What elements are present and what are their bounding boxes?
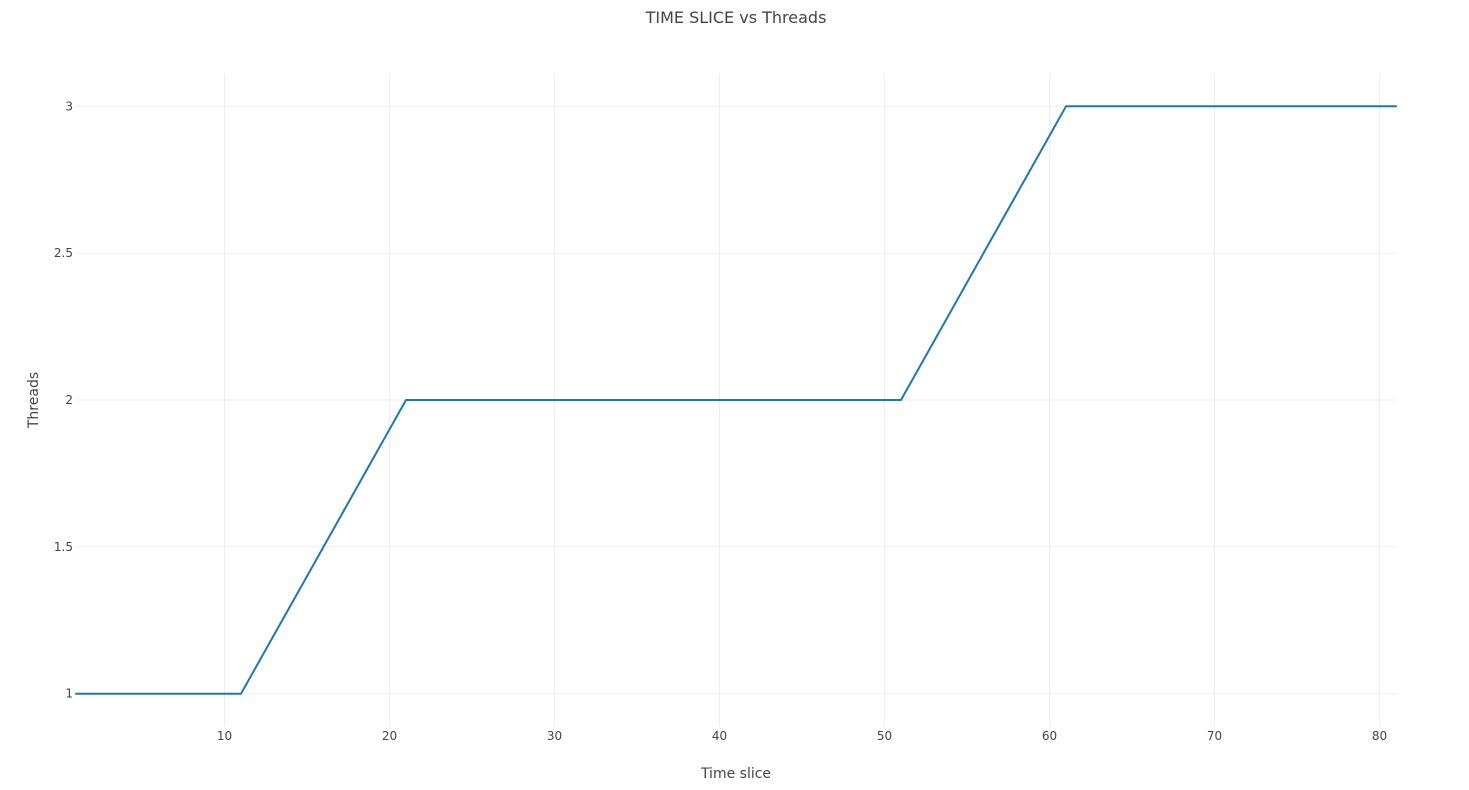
- x-tick-label: 20: [382, 729, 397, 743]
- x-axis-title: Time slice: [700, 766, 771, 782]
- series-line: [75, 105, 1397, 695]
- x-tick-labels: 10 20 30 40 50 60 70 80: [217, 729, 1387, 743]
- x-tick-label: 10: [217, 729, 232, 743]
- y-tick-label: 3: [65, 99, 73, 113]
- x-tick-label: 30: [547, 729, 562, 743]
- chart-title: TIME SLICE vs Threads: [645, 8, 827, 27]
- y-axis-title: Threads: [26, 372, 42, 429]
- x-tick-label: 60: [1042, 729, 1057, 743]
- y-tick-label: 2: [65, 393, 73, 407]
- y-tick-label: 1.5: [54, 540, 73, 554]
- x-tick-label: 40: [712, 729, 727, 743]
- series-layer: [75, 105, 1397, 695]
- x-tick-label: 80: [1372, 729, 1387, 743]
- x-tick-label: 50: [877, 729, 892, 743]
- y-tick-label: 2.5: [54, 246, 73, 260]
- y-tick-labels: 1 1.5 2 2.5 3: [54, 99, 73, 700]
- x-tick-label: 70: [1207, 729, 1222, 743]
- y-tick-label: 1: [65, 687, 73, 701]
